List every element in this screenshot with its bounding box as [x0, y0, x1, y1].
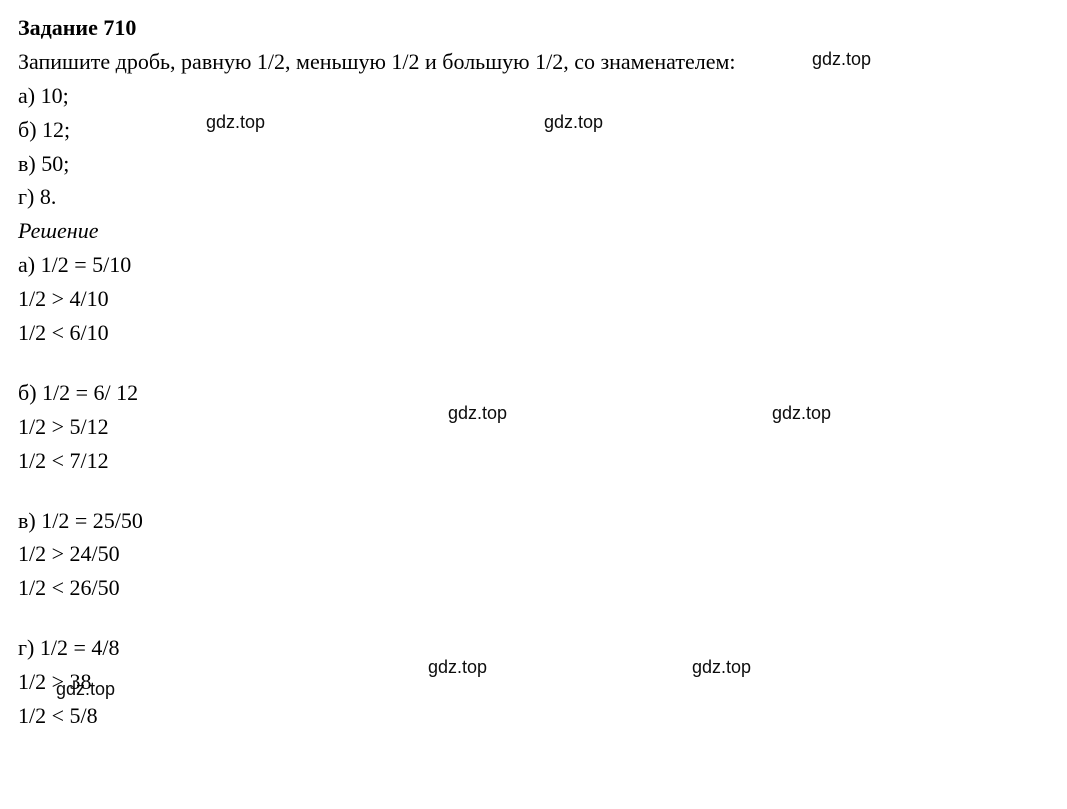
option-d: г) 8.	[18, 181, 1049, 213]
solution-a-gt: 1/2 > 4/10	[18, 283, 1049, 315]
gap	[18, 351, 1049, 377]
watermark: gdz.top	[56, 676, 115, 702]
watermark: gdz.top	[428, 654, 487, 680]
solution-b-eq: б) 1/2 = 6/ 12	[18, 377, 1049, 409]
solution-c-eq: в) 1/2 = 25/50	[18, 505, 1049, 537]
watermark: gdz.top	[448, 400, 507, 426]
task-prompt: Запишите дробь, равную 1/2, меньшую 1/2 …	[18, 46, 1049, 78]
solution-a-eq: а) 1/2 = 5/10	[18, 249, 1049, 281]
solution-b-gt: 1/2 > 5/12	[18, 411, 1049, 443]
watermark: gdz.top	[692, 654, 751, 680]
solution-b-lt: 1/2 < 7/12	[18, 445, 1049, 477]
watermark: gdz.top	[206, 109, 265, 135]
solution-d-eq: г) 1/2 = 4/8	[18, 632, 1049, 664]
watermark: gdz.top	[772, 400, 831, 426]
watermark: gdz.top	[544, 109, 603, 135]
gap	[18, 479, 1049, 505]
solution-label: Решение	[18, 215, 1049, 247]
solution-c-gt: 1/2 > 24/50	[18, 538, 1049, 570]
gap	[18, 606, 1049, 632]
option-c: в) 50;	[18, 148, 1049, 180]
solution-a-lt: 1/2 < 6/10	[18, 317, 1049, 349]
option-a: а) 10;	[18, 80, 1049, 112]
watermark: gdz.top	[812, 46, 871, 72]
solution-d-lt: 1/2 < 5/8	[18, 700, 1049, 732]
task-title: Задание 710	[18, 12, 1049, 44]
option-b: б) 12;	[18, 114, 1049, 146]
solution-d-gt: 1/2 > 38	[18, 666, 1049, 698]
solution-c-lt: 1/2 < 26/50	[18, 572, 1049, 604]
